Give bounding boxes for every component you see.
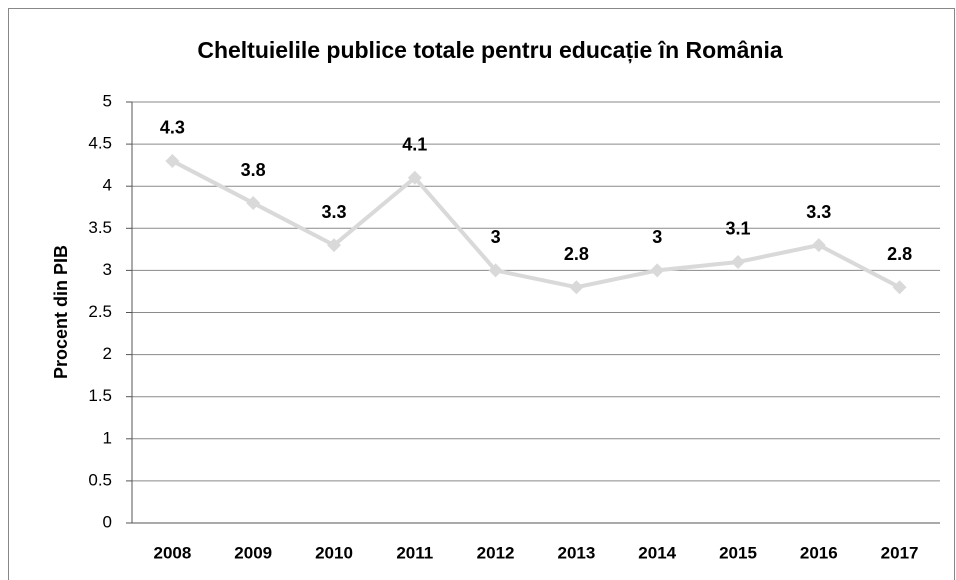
data-label: 3 <box>652 227 662 247</box>
x-tick-label: 2016 <box>800 543 838 562</box>
y-tick-label: 2 <box>103 344 112 363</box>
y-axis-label: Procent din PIB <box>51 245 71 379</box>
x-tick-label: 2009 <box>234 543 272 562</box>
marker <box>731 254 745 269</box>
marker <box>569 280 584 295</box>
marker <box>165 153 180 168</box>
chart-border <box>8 8 955 580</box>
chart-title: Cheltuielile publice totale pentru educa… <box>197 37 783 64</box>
x-tick-label: 2014 <box>638 543 676 562</box>
marker <box>650 263 665 278</box>
x-tick-label: 2010 <box>315 543 353 562</box>
x-tick-label: 2008 <box>153 543 191 562</box>
data-label: 3.8 <box>241 160 266 180</box>
data-label: 4.1 <box>402 135 427 155</box>
y-tick-label: 3.5 <box>88 218 112 237</box>
x-tick-label: 2015 <box>719 543 757 562</box>
marker <box>892 280 907 295</box>
data-label: 2.8 <box>887 244 912 264</box>
x-tick-label: 2011 <box>396 543 433 562</box>
marker <box>327 238 341 253</box>
y-tick-label: 1 <box>103 428 112 447</box>
y-tick-label: 2.5 <box>88 302 112 321</box>
y-tick-label: 0.5 <box>88 470 112 489</box>
data-label: 3 <box>491 227 501 247</box>
y-tick-label: 4 <box>103 176 112 195</box>
data-label: 2.8 <box>564 244 589 264</box>
data-label: 3.3 <box>321 202 346 222</box>
y-tick-label: 0 <box>103 512 112 531</box>
marker <box>811 238 826 253</box>
x-tick-label: 2013 <box>557 543 595 562</box>
y-tick-label: 5 <box>103 91 112 110</box>
x-tick-label: 2012 <box>477 543 515 562</box>
y-tick-label: 1.5 <box>88 386 112 405</box>
data-label: 3.3 <box>806 202 831 222</box>
marker <box>246 196 261 211</box>
x-tick-label: 2017 <box>881 543 919 562</box>
marker <box>407 170 422 185</box>
y-tick-label: 4.5 <box>88 134 112 153</box>
marker <box>488 263 503 278</box>
line <box>171 159 901 290</box>
y-tick-label: 3 <box>103 260 112 279</box>
data-label: 3.1 <box>725 219 750 239</box>
data-label: 4.3 <box>160 118 185 138</box>
